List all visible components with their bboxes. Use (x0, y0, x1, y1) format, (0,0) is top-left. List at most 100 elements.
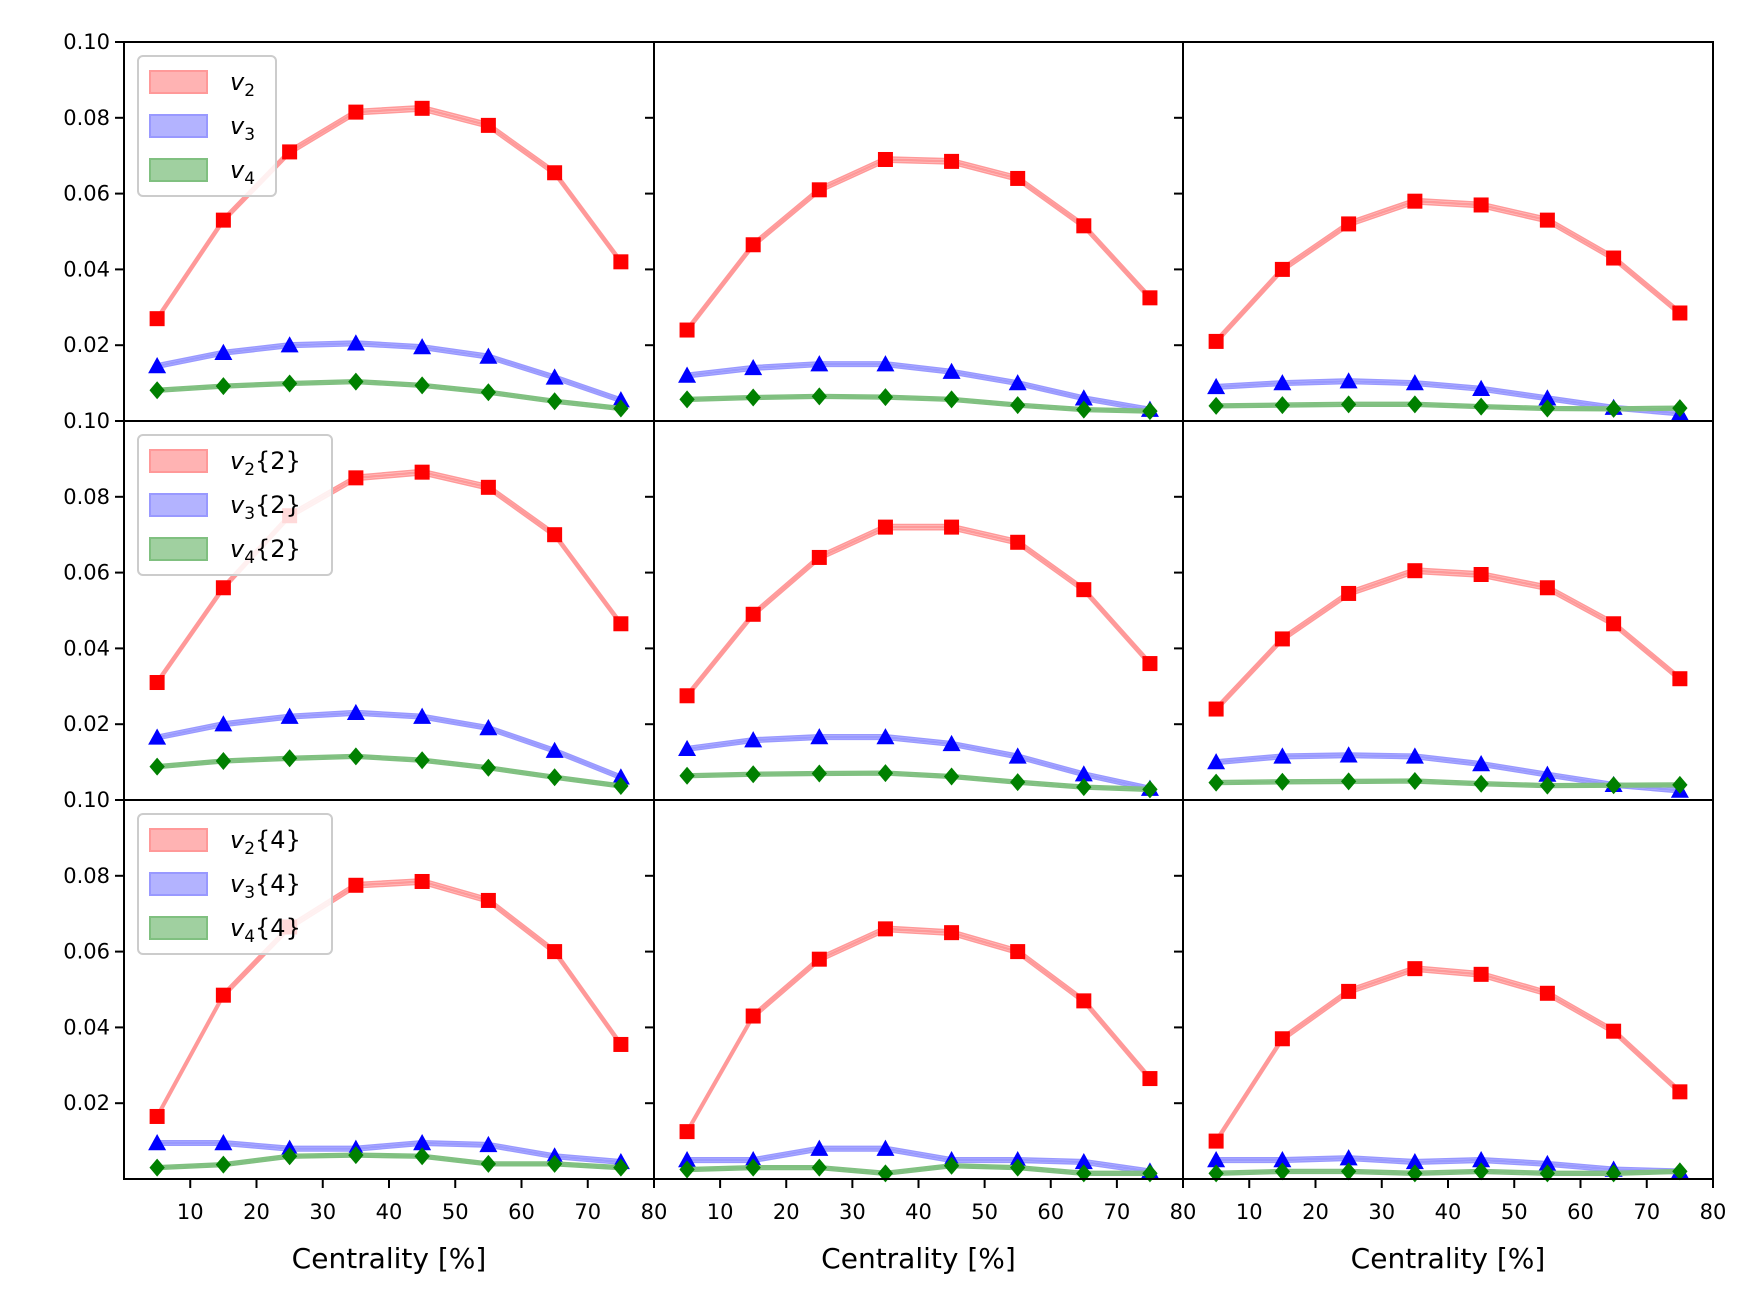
v2-point (877, 921, 893, 937)
v4-line (1216, 779, 1680, 787)
v2-line (1215, 967, 1681, 1142)
v2-point (1539, 212, 1555, 228)
v3-point (280, 336, 299, 353)
legend-label-v2: v2{2} (230, 447, 301, 480)
x-tick-label: 70 (1104, 1200, 1131, 1224)
v4-point (215, 377, 232, 396)
v3-point (678, 739, 697, 757)
v3-point (413, 1133, 432, 1151)
v3-point (876, 355, 895, 372)
v2-point (877, 151, 893, 167)
v2-point (414, 464, 430, 480)
v3-line (157, 1141, 621, 1164)
x-tick-label: 30 (309, 1200, 336, 1224)
panel-r2-c2 (645, 420, 1184, 801)
v3-line (1216, 379, 1680, 415)
v3-point (1538, 765, 1557, 782)
v2-point (1076, 218, 1092, 234)
v3-point (280, 707, 299, 724)
v4-point (546, 392, 563, 411)
v2-line (686, 525, 1151, 697)
v3-point (413, 338, 432, 355)
x-tick-label: 40 (905, 1200, 932, 1224)
v4-point (414, 751, 430, 770)
v4-point (877, 1164, 894, 1183)
v4-point (414, 376, 430, 395)
v3-point (214, 1133, 233, 1151)
v4-point (480, 758, 497, 777)
v2-point (480, 892, 496, 908)
v2-point (1672, 671, 1688, 687)
legend-swatch-v3 (149, 872, 208, 896)
v2-line (686, 158, 1151, 331)
v4-point (1605, 776, 1622, 795)
v2-point (1407, 563, 1423, 579)
x-tick-label: 40 (376, 1200, 403, 1224)
v3-point (1273, 747, 1292, 764)
v3-point (942, 734, 961, 752)
v4-point (480, 383, 497, 402)
v2-point (944, 153, 960, 169)
legend-label-v4: v4{4} (230, 914, 301, 947)
v2-point (547, 944, 563, 960)
v2-point (613, 616, 629, 632)
v4-point (281, 374, 298, 393)
panel-frame (1182, 41, 1714, 422)
v2-line (1215, 569, 1681, 710)
v3-point (1472, 754, 1491, 772)
v2-point (1274, 631, 1290, 647)
v3-point (1008, 374, 1027, 391)
v4-point (1473, 397, 1489, 416)
x-tick-label: 10 (177, 1200, 204, 1224)
v3-point (1339, 746, 1358, 763)
v3-point (810, 728, 829, 745)
v3-line (1216, 1156, 1680, 1173)
x-axis-title: Centrality [%] (292, 1242, 487, 1275)
v3-point (1405, 1152, 1424, 1170)
v2-point (1208, 1133, 1224, 1149)
v4-point (1672, 775, 1688, 794)
x-tick-label: 80 (1170, 1200, 1197, 1224)
v2-point (811, 549, 827, 565)
v3-point (1273, 374, 1292, 391)
v4-point (1208, 396, 1224, 415)
x-tick-label: 70 (574, 1200, 601, 1224)
v2-point (282, 144, 298, 160)
v2-point (1473, 566, 1489, 582)
v2-point (679, 688, 695, 704)
v4-point (348, 1146, 364, 1165)
v3-point (1074, 1152, 1093, 1170)
v2-point (414, 100, 430, 116)
v2-point (1473, 966, 1489, 982)
v4-point (745, 388, 761, 407)
x-tick-label: 20 (773, 1200, 800, 1224)
x-tick-label: 60 (1037, 1200, 1064, 1224)
v2-band (1215, 965, 1681, 1147)
panel-r3-c1 (115, 799, 655, 1188)
v3-point (1207, 1151, 1226, 1168)
v4-point (1076, 778, 1092, 797)
v3-point (1538, 389, 1557, 406)
v4-line (1216, 403, 1680, 411)
v2-point (348, 877, 364, 893)
v4-point (811, 764, 827, 783)
v4-line (687, 395, 1150, 413)
v4-point (348, 747, 364, 766)
v3-point (479, 718, 498, 736)
v4-point (281, 1147, 298, 1166)
v3-point (611, 768, 630, 785)
v3-point (942, 362, 961, 379)
y-tick-label: 0.10 (63, 30, 110, 54)
legend-label-v4: v4{2} (230, 535, 301, 568)
v3-point (1273, 1151, 1292, 1168)
v4-point (1407, 772, 1423, 791)
legend-label-v2: v2 (230, 68, 255, 101)
v2-point (1407, 961, 1423, 977)
x-tick-label: 60 (508, 1200, 535, 1224)
v4-point (811, 1158, 827, 1177)
v4-point (1672, 399, 1688, 418)
x-tick-label: 30 (839, 1200, 866, 1224)
v4-point (679, 390, 695, 409)
v2-point (1606, 616, 1622, 632)
